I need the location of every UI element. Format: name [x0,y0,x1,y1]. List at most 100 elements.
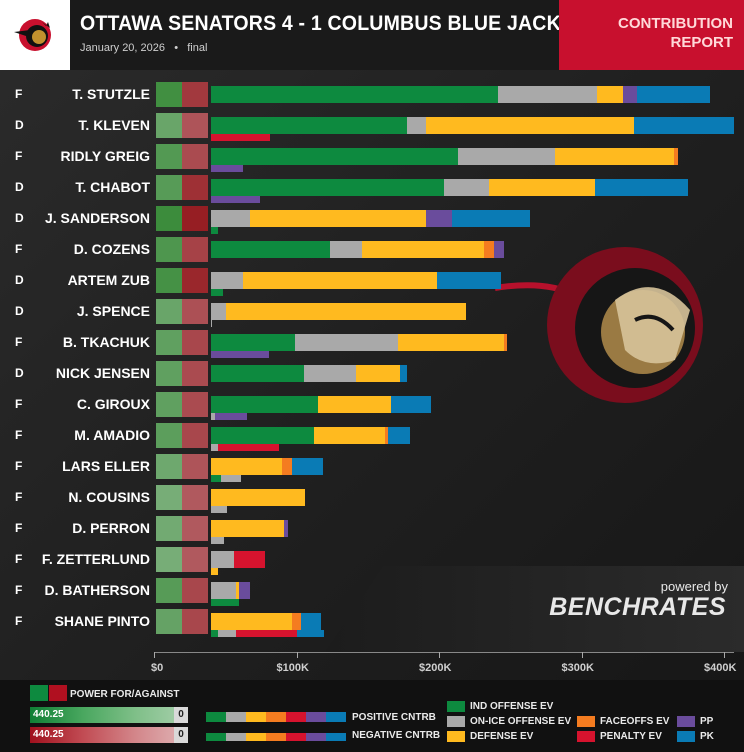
positive-bar-segment [211,489,306,506]
game-status: final [187,42,208,54]
x-axis-tick-label: $400K [704,662,737,674]
power-for-cell [156,547,182,572]
player-name: C. GIROUX [76,396,150,412]
player-name: T. KLEVEN [78,117,150,133]
positive-bar-segment [295,334,399,351]
player-position: F [15,428,23,442]
team-logo [0,0,70,70]
legend-swatch [447,716,465,727]
player-name: J. SPENCE [76,303,150,319]
power-for-max: 440.25 [33,709,64,720]
power-for-cell [156,330,182,355]
positive-bar-segment [425,210,452,227]
power-for-cell [156,485,182,510]
power-for-cell [156,268,182,293]
player-position: D [15,211,24,225]
power-for-cell [156,144,182,169]
x-axis-tick [439,652,440,658]
positive-bar-segment [292,613,301,630]
positive-bar-segment [211,613,293,630]
positive-bar-segment [361,241,484,258]
player-name: B. TKACHUK [62,334,150,350]
positive-bar-segment [211,334,296,351]
legend-swatch [677,731,695,742]
player-position: F [15,397,23,411]
legend-strip-segment [206,733,226,741]
negative-bar-segment [211,599,239,606]
power-for-min: 0 [174,707,188,723]
positive-bar-segment [503,334,507,351]
x-axis-tick-label: $0 [151,662,164,674]
positive-bar-segment [498,86,597,103]
positive-bar-segment [211,520,284,537]
legend-strip-segment [246,712,266,722]
player-name: T. STUTZLE [72,86,150,102]
player-name: T. CHABOT [75,179,150,195]
power-against-cell [182,547,208,572]
legend-swatch [447,731,465,742]
power-for-cell [156,206,182,231]
player-position: F [15,335,23,349]
player-position: D [15,118,24,132]
positive-bar-segment [385,427,388,444]
player-name: F. ZETTERLUND [41,551,150,567]
senators-logo-icon [14,19,51,51]
positive-bar-segment [356,365,400,382]
negative-bar-segment [211,444,219,451]
player-position: F [15,614,23,628]
power-against-cell [182,361,208,386]
power-against-cell [182,82,208,107]
negative-bar-segment [211,196,261,203]
positive-bar-segment [483,241,494,258]
legend-strip-segment [306,733,326,741]
positive-bar-segment [211,427,314,444]
player-name: J. SANDERSON [44,210,150,226]
legend-strip-segment [226,733,246,741]
power-for-cell [156,609,182,634]
player-position: F [15,242,23,256]
positive-bar-segment [211,148,458,165]
power-for-cell [156,423,182,448]
positive-bar-segment [211,365,304,382]
negative-bar-segment [211,320,213,327]
positive-bar-segment [292,458,323,475]
player-name: N. COUSINS [68,489,150,505]
watermark-panel [325,566,744,652]
legend-strip-segment [246,733,266,741]
negative-bar-segment [211,134,271,141]
player-position: F [15,521,23,535]
negative-bar-segment [218,444,280,451]
power-against-cell [182,299,208,324]
positive-bar-segment [457,148,555,165]
positive-bar-segment [437,272,501,289]
positive-bar-segment [250,210,426,227]
power-for-cell [156,578,182,603]
positive-bar-segment [390,396,432,413]
positive-bar-segment [283,520,288,537]
player-position: F [15,490,23,504]
power-for-cell [156,299,182,324]
legend-item-label: PK [700,731,714,742]
negative-bar-segment [211,506,227,513]
positive-bar-segment [596,86,623,103]
negative-bar-segment [211,568,219,575]
power-against-cell [182,144,208,169]
positive-bar-segment [399,365,407,382]
positive-bar-segment [211,303,226,320]
player-name: D. PERRON [72,520,150,536]
legend-strip-segment [326,712,346,722]
power-against-cell [182,237,208,262]
power-against-swatch [49,685,67,701]
power-for-cell [156,175,182,200]
x-axis-tick-label: $100K [276,662,309,674]
player-name: D. BATHERSON [44,582,150,598]
power-for-swatch [30,685,48,701]
positive-bar-segment [451,210,530,227]
player-name: LARS ELLER [62,458,150,474]
legend-strip-segment [226,712,246,722]
powered-by-text: powered by [660,579,728,594]
positive-bar-segment [493,241,504,258]
negative-bar-segment [235,630,297,637]
positive-bar-segment [444,179,490,196]
legend-swatch [577,716,595,727]
